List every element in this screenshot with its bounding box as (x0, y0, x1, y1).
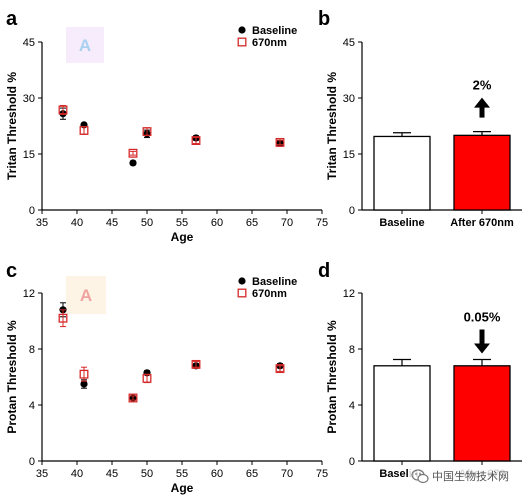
bar-baseline (373, 135, 431, 211)
x-tick-label: 50 (141, 217, 153, 229)
data-point-670nm (142, 373, 152, 383)
x-tick-label: 65 (246, 217, 258, 229)
legend-marker-670nm (237, 37, 247, 47)
panel-letter: a (6, 8, 18, 30)
x-tick-label: 65 (246, 468, 258, 480)
badge-box (66, 27, 104, 63)
x-tick-label: 70 (281, 217, 293, 229)
x-tick-label: 40 (71, 217, 83, 229)
data-point-670nm (79, 126, 89, 135)
y-axis-title: Protan Threshold % (5, 320, 19, 434)
data-point-670nm (128, 148, 138, 158)
y-tick-label: 12 (23, 288, 35, 300)
y-tick-label: 0 (29, 456, 35, 468)
x-tick-label: 50 (141, 468, 153, 480)
y-axis-title: Tritan Threshold % (5, 72, 19, 180)
category-label: Baseline (379, 217, 424, 229)
legend-marker-baseline (238, 26, 246, 34)
legend-label-baseline: Baseline (252, 25, 297, 37)
panel-letter: d (318, 260, 330, 282)
y-axis-title: Tritan Threshold % (325, 72, 339, 180)
panel-a: a 0 15 30 45 Tritan Threshold % A 35 40 45 50 55 60 6… (5, 8, 328, 244)
category-label: After 670nm (450, 217, 514, 229)
legend-label-670nm: 670nm (252, 288, 287, 300)
y-tick-label: 45 (23, 37, 35, 49)
data-point-670nm (142, 127, 152, 137)
y-tick-label: 4 (349, 400, 355, 412)
panel-b: b 0 15 30 45 Tritan Threshold % Baseline After … (318, 8, 522, 229)
x-tick-label: 60 (211, 468, 223, 480)
x-tick-label: 75 (316, 468, 328, 480)
watermark-text: 中国生物技术网 (432, 470, 509, 483)
y-tick-label: 8 (29, 344, 35, 356)
arrow-down-icon (474, 343, 490, 354)
bar-after (453, 365, 511, 462)
y-tick-label: 0 (349, 456, 355, 468)
x-tick-label: 45 (106, 217, 118, 229)
y-tick-label: 4 (29, 400, 35, 412)
legend-marker-670nm (237, 288, 247, 298)
y-tick-label: 15 (343, 149, 355, 161)
x-tick-label: 35 (36, 468, 48, 480)
legend-label-670nm: 670nm (252, 37, 287, 49)
data-point-670nm (275, 137, 285, 147)
data-point-baseline (129, 159, 137, 167)
x-axis-title: Age (171, 230, 194, 244)
badge-letter: A (80, 286, 92, 305)
x-tick-label: 35 (36, 217, 48, 229)
x-tick-label: 45 (106, 468, 118, 480)
wechat-icon (411, 468, 429, 483)
data-point-670nm (191, 136, 201, 146)
badge-box (66, 276, 106, 314)
y-tick-label: 30 (23, 93, 35, 105)
panel-c: c 0 4 8 12 Protan Threshold % A 35 40 45 50 55 60 65 7… (5, 260, 328, 495)
x-axis-title: Age (171, 481, 194, 495)
legend-label-baseline: Baseline (252, 276, 297, 288)
data-point-670nm (79, 369, 89, 379)
y-tick-label: 0 (349, 205, 355, 217)
x-tick-label: 60 (211, 217, 223, 229)
x-tick-label: 40 (71, 468, 83, 480)
arrow-up-icon (474, 97, 490, 108)
data-point-670nm (128, 393, 138, 403)
panel-letter: c (6, 260, 17, 282)
watermark: 中国生物技术网 (408, 467, 512, 485)
y-tick-label: 45 (343, 37, 355, 49)
bar-after (453, 134, 511, 211)
y-tick-label: 15 (23, 149, 35, 161)
x-tick-label: 70 (281, 468, 293, 480)
panel-letter: b (318, 8, 330, 30)
data-point-670nm (58, 105, 68, 115)
y-tick-label: 8 (349, 344, 355, 356)
x-tick-label: 75 (316, 217, 328, 229)
badge-letter: A (79, 36, 91, 55)
bar-baseline (373, 365, 431, 462)
y-tick-label: 0 (29, 205, 35, 217)
y-axis-title: Protan Threshold % (325, 320, 339, 434)
y-tick-label: 12 (343, 288, 355, 300)
y-tick-label: 30 (343, 93, 355, 105)
data-point-baseline (80, 380, 88, 388)
x-tick-label: 55 (176, 217, 188, 229)
legend-marker-baseline (238, 277, 246, 285)
data-point-670nm (275, 364, 285, 374)
annotation-label: 2% (473, 78, 492, 93)
data-point-670nm (58, 313, 68, 323)
x-tick-label: 55 (176, 468, 188, 480)
annotation-label: 0.05% (464, 310, 501, 325)
data-point-670nm (191, 359, 201, 369)
